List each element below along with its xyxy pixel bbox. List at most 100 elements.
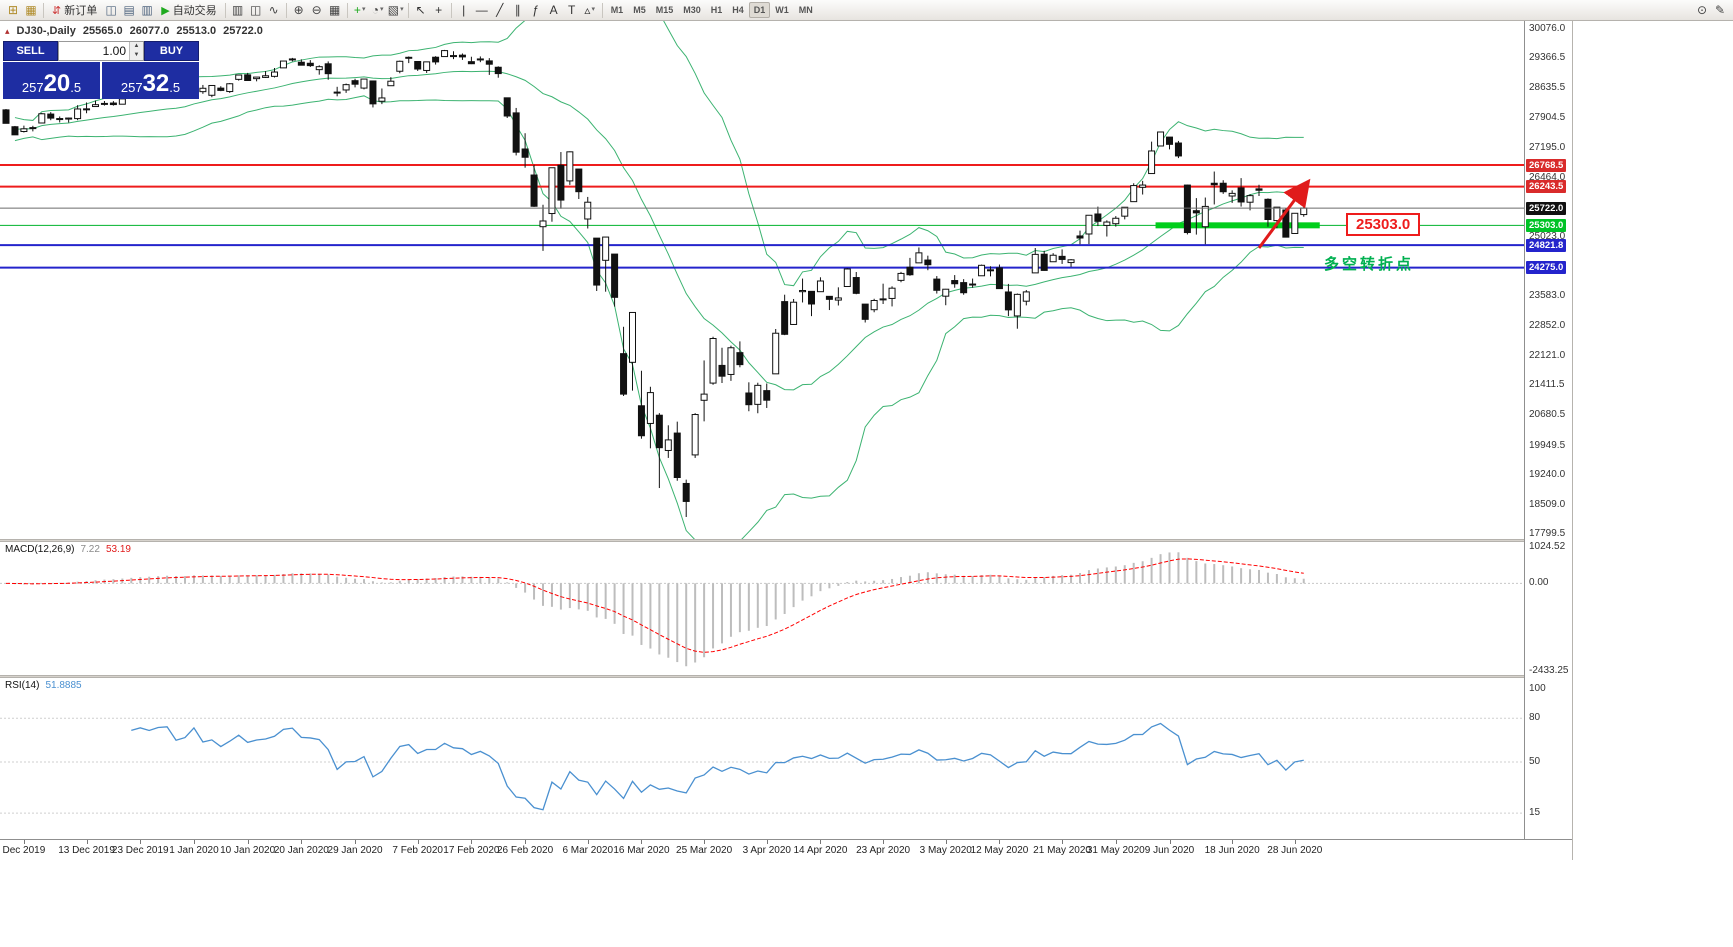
rsi-axis-label: 80 xyxy=(1529,712,1541,724)
bar-chart-button[interactable]: ▥ xyxy=(232,3,244,17)
volume-stepper[interactable]: 1.00 ▲ ▼ xyxy=(58,41,144,61)
date-label: 3 May 2020 xyxy=(919,845,972,856)
trendline-button[interactable]: ╱ xyxy=(496,3,504,17)
toolbar-separator xyxy=(407,2,409,18)
navigator-button[interactable]: ▥ xyxy=(141,3,153,17)
candles xyxy=(2,49,1308,517)
profiles-button[interactable]: ▦ xyxy=(25,3,37,17)
horizontal-line-button[interactable]: — xyxy=(475,3,488,17)
date-axis[interactable]: Dec 2019 13 Dec 2019 23 Dec 2019 1 Jan 2020… xyxy=(0,839,1572,860)
edit-icon[interactable]: ✎ xyxy=(1714,3,1726,17)
toolbar: ⊞ ▦ ⇵ 新订单 ◫ ▤ ▥ ▶ 自动交易 ▥ ◫ ∿ ⊕ ⊖ ▦ + ▾ ◔ ▾ ▧ ▾ ↖ + | — ╱ ∥ ƒ A T ▵ ▾ M1 M… xyxy=(0,0,1733,21)
sell-price[interactable]: 257 20.5 xyxy=(3,62,100,99)
turning-point-label[interactable]: 多空转折点 xyxy=(1324,256,1415,273)
date-label: 23 Apr 2020 xyxy=(856,845,911,856)
buy-price[interactable]: 257 32.5 xyxy=(102,62,199,99)
timeframe-m5-button[interactable]: M5 xyxy=(633,5,646,15)
date-tick xyxy=(945,840,947,844)
volume-value[interactable]: 1.00 xyxy=(102,44,126,58)
timeframe-h1-button[interactable]: H1 xyxy=(710,5,723,15)
timeframe-d1-button[interactable]: D1 xyxy=(748,2,771,18)
timeframe-m30-button[interactable]: M30 xyxy=(683,5,701,15)
date-tick xyxy=(1169,840,1171,844)
indicators-button[interactable]: + ▾ xyxy=(353,3,366,17)
sell-price-frac: .5 xyxy=(70,80,82,95)
tile-windows-button[interactable]: ▦ xyxy=(329,3,341,17)
price-tick: 21411.5 xyxy=(1529,379,1565,391)
price-tick: 22852.0 xyxy=(1529,320,1566,332)
cursor-button[interactable]: ↖ xyxy=(415,3,426,17)
date-tick xyxy=(1232,840,1234,844)
crosshair-button[interactable]: + xyxy=(435,3,443,17)
timeframe-m1-button[interactable]: M1 xyxy=(610,5,624,15)
templates-button[interactable]: ▧ ▾ xyxy=(387,3,404,17)
fibonacci-button[interactable]: ƒ xyxy=(532,3,540,17)
market-watch-button[interactable]: ◫ xyxy=(105,3,117,17)
support-segment[interactable] xyxy=(1155,222,1320,229)
new-chart-button[interactable]: ⊞ xyxy=(7,3,19,17)
price-axis[interactable]: 30076.0 29366.5 28635.5 27904.5 27195.0 26464… xyxy=(1524,21,1572,839)
volume-increase-button[interactable]: ▲ xyxy=(130,42,143,51)
date-label: 17 Feb 2020 xyxy=(443,845,500,856)
zoom-in-button[interactable]: ⊕ xyxy=(293,3,304,17)
text-button[interactable]: A xyxy=(549,3,558,17)
rsi-pane[interactable] xyxy=(0,678,1524,839)
autotrading-button[interactable]: ▶ 自动交易 xyxy=(156,1,221,19)
vertical-line-button[interactable]: | xyxy=(462,3,466,17)
macd-pane[interactable] xyxy=(0,542,1524,675)
level-badge-24821.8: 24821.8 xyxy=(1526,238,1567,252)
date-tick xyxy=(1115,840,1117,844)
date-label: 7 Feb 2020 xyxy=(392,845,443,856)
date-label: 16 Mar 2020 xyxy=(613,845,670,856)
buy-price-big: 32 xyxy=(142,70,170,97)
text-label-button[interactable]: T xyxy=(568,3,576,17)
macd-pane-separator[interactable] xyxy=(0,539,1572,542)
date-tick xyxy=(820,840,822,844)
price-tick: 19240.0 xyxy=(1529,468,1566,480)
rsi-header: RSI(14) 51.8885 xyxy=(5,680,82,691)
ohlc-close: 25722.0 xyxy=(223,25,263,37)
macd-histogram xyxy=(5,552,1305,667)
shapes-button[interactable]: ▵ ▾ xyxy=(584,3,595,17)
macd-signal-value: 53.19 xyxy=(105,544,131,555)
price-tick: 27195.0 xyxy=(1529,141,1566,153)
date-tick xyxy=(766,840,768,844)
sell-price-prefix: 257 xyxy=(21,80,44,95)
timeframe-w1-button[interactable]: W1 xyxy=(775,5,789,15)
line-chart-button[interactable]: ∿ xyxy=(268,3,279,17)
support-price-label[interactable]: 25303.0 xyxy=(1346,213,1421,236)
main-chart-pane[interactable] xyxy=(0,0,1524,549)
candlestick-chart-button[interactable]: ◫ xyxy=(250,3,262,17)
macd-axis-label: -2433.25 xyxy=(1529,664,1569,676)
date-label: 12 May 2020 xyxy=(970,845,1029,856)
timeframe-mn-button[interactable]: MN xyxy=(798,5,813,15)
timeframe-h4-button[interactable]: H4 xyxy=(732,5,744,15)
autotrading-button-icon: ▶ xyxy=(161,4,170,17)
channel-button[interactable]: ∥ xyxy=(514,3,521,17)
one-click-trading-panel: SELL 1.00 ▲ ▼ BUY 257 20.5 257 32.5 xyxy=(3,41,199,99)
data-window-button[interactable]: ▤ xyxy=(123,3,135,17)
date-label: Dec 2019 xyxy=(2,845,46,856)
date-label: 25 Mar 2020 xyxy=(676,845,733,856)
buy-price-prefix: 257 xyxy=(120,80,143,95)
new-order-button[interactable]: ⇵ 新订单 xyxy=(47,1,102,19)
buy-button[interactable]: BUY xyxy=(144,41,199,61)
current-price-badge: 25722.0 xyxy=(1526,201,1567,215)
date-tick xyxy=(1294,840,1296,844)
zoom-out-button[interactable]: ⊖ xyxy=(311,3,322,17)
date-label: 26 Feb 2020 xyxy=(497,845,554,856)
date-label: 10 Jan 2020 xyxy=(220,845,276,856)
timeframe-m15-button[interactable]: M15 xyxy=(655,5,674,15)
macd-axis-label: 0.00 xyxy=(1529,577,1549,589)
bullish-arrow[interactable] xyxy=(1253,171,1323,266)
periods-button[interactable]: ◔ ▾ xyxy=(371,3,384,17)
macd-label: MACD(12,26,9) xyxy=(5,544,75,555)
date-tick xyxy=(140,840,142,844)
date-label: 14 Apr 2020 xyxy=(793,845,848,856)
level-badge-26243.5: 26243.5 xyxy=(1526,180,1567,194)
price-tick: 17799.5 xyxy=(1529,527,1566,539)
sell-button[interactable]: SELL xyxy=(3,41,58,61)
search-icon[interactable]: ⊙ xyxy=(1696,3,1708,17)
volume-decrease-button[interactable]: ▼ xyxy=(130,51,143,60)
rsi-pane-separator[interactable] xyxy=(0,675,1572,678)
